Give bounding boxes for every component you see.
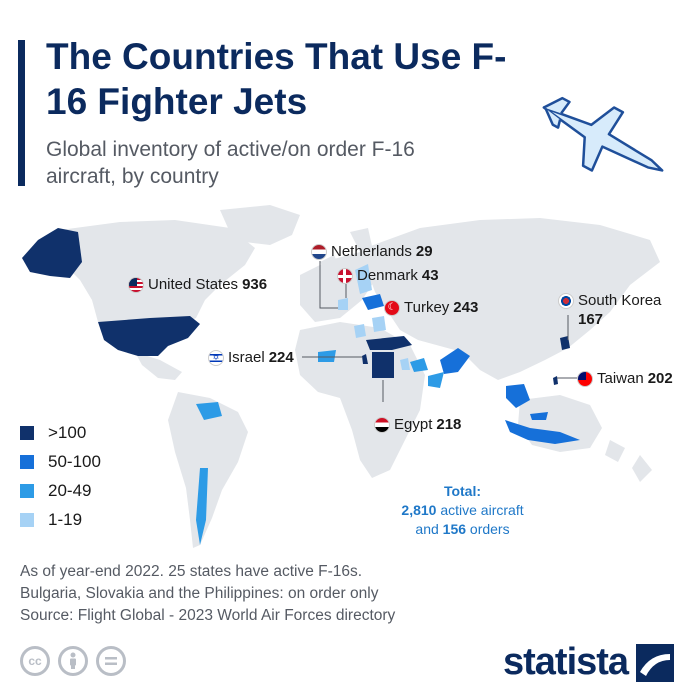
f16-country-shapes bbox=[22, 228, 580, 545]
total-orders-prefix: and bbox=[415, 521, 439, 537]
label-taiwan: Taiwan 202 bbox=[577, 370, 673, 387]
legend-swatch bbox=[20, 512, 34, 527]
license-icons: cc bbox=[20, 646, 126, 676]
country-value: 936 bbox=[242, 276, 268, 293]
total-active-value: 2,810 bbox=[401, 502, 437, 518]
country-name: South Korea bbox=[578, 292, 662, 309]
egypt-flag-icon bbox=[374, 416, 390, 433]
legend-swatch bbox=[20, 454, 34, 469]
chile-shape bbox=[196, 468, 208, 545]
statista-logo-icon bbox=[636, 643, 675, 682]
norway-shape bbox=[355, 264, 372, 294]
legend-swatch bbox=[20, 483, 34, 498]
indonesia-shape bbox=[505, 420, 580, 444]
country-name: Netherlands bbox=[331, 243, 412, 260]
label-egypt: Egypt 218 bbox=[374, 416, 461, 433]
footnote-line: Bulgaria, Slovakia and the Philippines: … bbox=[20, 585, 379, 602]
f16-jet-icon bbox=[542, 96, 664, 172]
country-value: 29 bbox=[415, 243, 433, 260]
legend-label: >100 bbox=[48, 422, 87, 442]
label-netherlands: Netherlands 29 bbox=[311, 243, 433, 260]
legend-item: >100 bbox=[20, 418, 101, 447]
total-annotation: Total: 2,810 active aircraft and 156 ord… bbox=[380, 482, 545, 539]
turkey-shape bbox=[366, 336, 412, 350]
israel-flag-icon: ✡ bbox=[208, 349, 224, 366]
country-value: 224 bbox=[268, 349, 294, 366]
legend-item: 1-19 bbox=[20, 505, 101, 534]
thailand-shape bbox=[506, 384, 530, 408]
taiwan-shape bbox=[553, 376, 558, 385]
total-heading: Total: bbox=[443, 483, 482, 499]
country-name: Israel bbox=[228, 349, 265, 366]
taiwan-flag-icon bbox=[577, 370, 593, 387]
legend-swatch bbox=[20, 425, 34, 440]
netherlands-flag-icon bbox=[311, 243, 327, 260]
country-value: 167 bbox=[578, 311, 604, 328]
country-value: 202 bbox=[647, 370, 673, 387]
pakistan-shape bbox=[440, 348, 470, 374]
total-orders-value: 156 bbox=[442, 521, 467, 537]
poland-shape bbox=[362, 294, 384, 310]
source-line: Source: Flight Global - 2023 World Air F… bbox=[20, 607, 396, 624]
label-turkey: ☾ Turkey 243 bbox=[384, 299, 478, 316]
country-value: 243 bbox=[453, 299, 479, 316]
united-states-shape bbox=[98, 316, 200, 356]
legend: >100 50-100 20-49 1-19 bbox=[20, 418, 101, 534]
morocco-shape bbox=[318, 350, 336, 362]
country-name: Denmark bbox=[357, 267, 418, 284]
total-active-text: active aircraft bbox=[440, 502, 524, 518]
total-orders-text: orders bbox=[469, 521, 510, 537]
us-flag-icon bbox=[128, 276, 144, 293]
country-name: Egypt bbox=[394, 416, 433, 433]
footnote-line: As of year-end 2022. 25 states have acti… bbox=[20, 563, 363, 580]
label-south-korea: South Korea bbox=[558, 292, 661, 309]
country-name: United States bbox=[148, 276, 239, 293]
country-name: Taiwan bbox=[597, 370, 644, 387]
legend-item: 20-49 bbox=[20, 476, 101, 505]
turkey-flag-icon: ☾ bbox=[384, 299, 400, 316]
denmark-flag-icon bbox=[337, 267, 353, 284]
country-name: Turkey bbox=[404, 299, 450, 316]
page-title: The Countries That Use F-16 Fighter Jets bbox=[46, 36, 507, 122]
label-denmark: Denmark 43 bbox=[337, 267, 439, 284]
label-south-korea-value: 167 bbox=[578, 311, 603, 328]
title-accent-bar bbox=[18, 40, 25, 186]
label-israel: ✡ Israel 224 bbox=[208, 349, 294, 366]
brand-wordmark: statista bbox=[503, 641, 629, 683]
country-value: 218 bbox=[436, 416, 462, 433]
no-derivatives-icon[interactable] bbox=[96, 646, 126, 676]
alaska-shape bbox=[22, 228, 82, 278]
legend-label: 20-49 bbox=[48, 480, 92, 500]
romania-shape bbox=[372, 316, 386, 332]
south-korea-flag-icon bbox=[558, 292, 574, 309]
cc-icon[interactable]: cc bbox=[20, 646, 50, 676]
oman-shape bbox=[428, 372, 444, 388]
world-map bbox=[22, 205, 660, 548]
uae-shape bbox=[410, 358, 428, 372]
attribution-icon[interactable] bbox=[58, 646, 88, 676]
egypt-shape bbox=[372, 352, 394, 378]
greece-shape bbox=[354, 324, 366, 338]
bahrain-shape bbox=[400, 358, 410, 370]
malaysia-shape bbox=[530, 412, 548, 420]
page-subtitle: Global inventory of active/on order F-16… bbox=[46, 138, 415, 188]
belgium-shape bbox=[338, 298, 348, 310]
statista-logo[interactable]: statista bbox=[503, 641, 675, 684]
footnote: As of year-end 2022. 25 states have acti… bbox=[20, 561, 395, 627]
israel-shape bbox=[362, 354, 368, 364]
legend-item: 50-100 bbox=[20, 447, 101, 476]
country-value: 43 bbox=[421, 267, 439, 284]
legend-label: 1-19 bbox=[48, 509, 83, 529]
venezuela-shape bbox=[196, 402, 222, 420]
label-united-states: United States 936 bbox=[128, 276, 267, 293]
legend-label: 50-100 bbox=[48, 451, 101, 471]
